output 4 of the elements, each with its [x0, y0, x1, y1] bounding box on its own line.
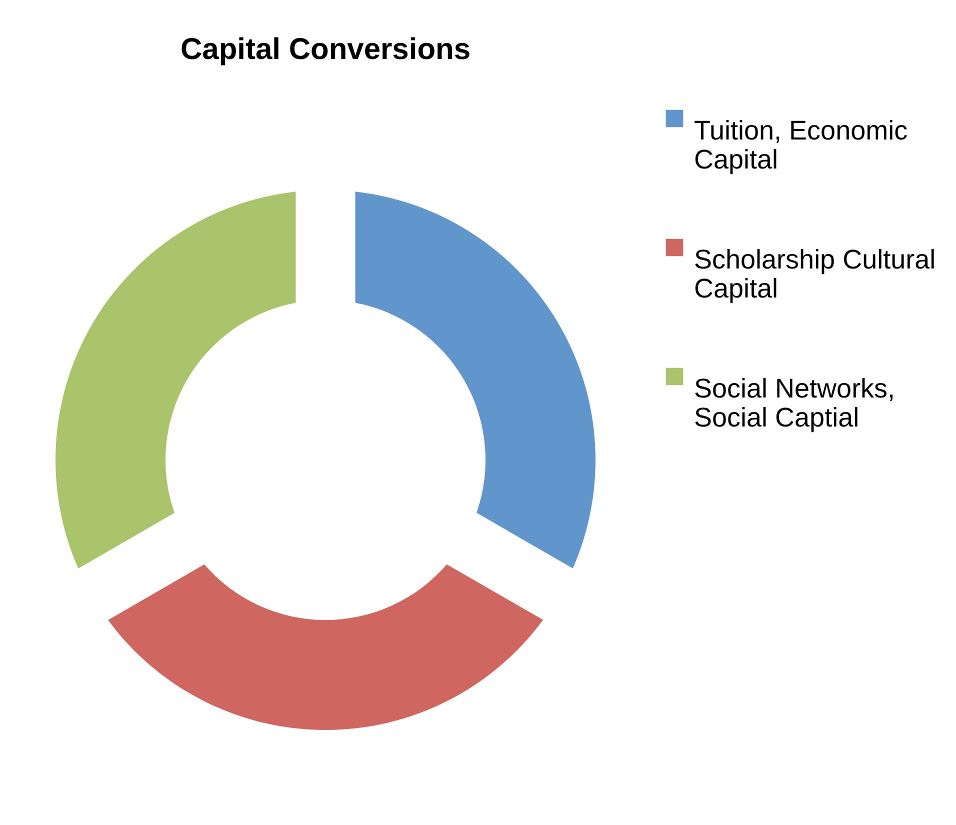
legend-label: Scholarship Cultural Capital [694, 244, 936, 304]
legend-label: Social Networks, Social Captial [694, 374, 896, 432]
legend-label: Tuition, Economic Capital [694, 116, 908, 174]
chart-title: Capital Conversions [180, 33, 471, 66]
